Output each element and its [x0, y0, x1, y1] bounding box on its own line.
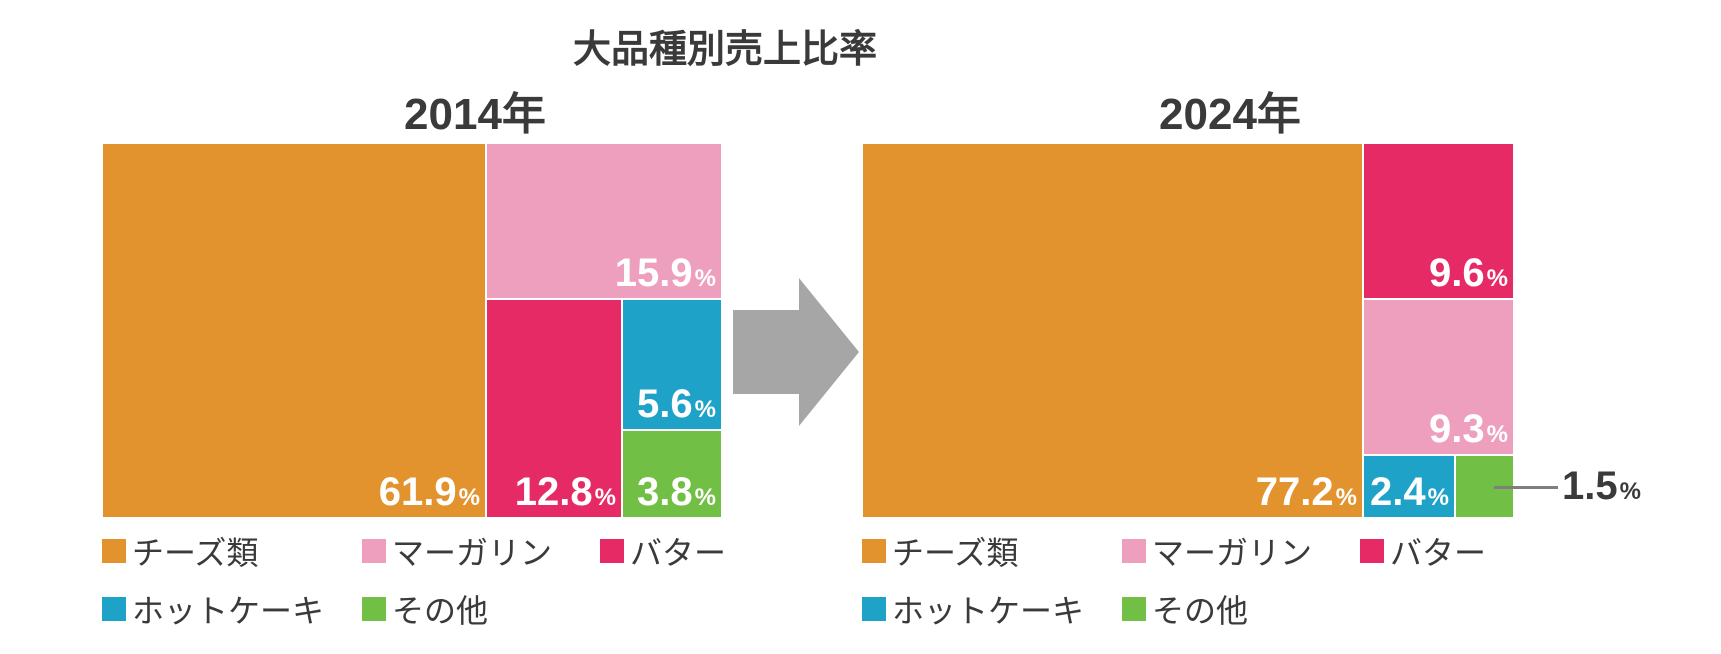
legend-swatch-hotcake: [102, 597, 126, 621]
legend-swatch-other: [1122, 597, 1146, 621]
legend-item-hotcake: ホットケーキ: [862, 586, 1084, 632]
legend-label-cheese: チーズ類: [132, 535, 259, 571]
data-label-other: 3.8%: [637, 470, 716, 514]
treemap-cell-cheese: [862, 143, 1363, 518]
legend-label-butter: バター: [1390, 535, 1487, 571]
legend-label-other: その他: [392, 593, 489, 629]
legend-swatch-cheese: [102, 539, 126, 563]
legend-swatch-hotcake: [862, 597, 886, 621]
legend-label-butter: バター: [630, 535, 727, 571]
data-label-hotcake: 5.6%: [637, 382, 716, 426]
data-label-other: 1.5%: [1562, 464, 1641, 508]
legend-item-other: その他: [362, 586, 488, 632]
data-label-butter: 9.6%: [1429, 251, 1508, 295]
legend-item-hotcake: ホットケーキ: [102, 586, 324, 632]
legend-swatch-margarine: [362, 539, 386, 563]
data-label-hotcake: 2.4%: [1370, 470, 1449, 514]
treemap-cell-other: [622, 430, 722, 518]
data-label-cheese: 61.9%: [378, 470, 480, 514]
legend-label-cheese: チーズ類: [892, 535, 1019, 571]
legend-label-margarine: マーガリン: [1152, 535, 1313, 571]
legend-swatch-margarine: [1122, 539, 1146, 563]
treemap-cell-butter: [486, 299, 622, 518]
legend-label-hotcake: ホットケーキ: [132, 593, 325, 629]
data-label-cheese: 77.2%: [1255, 470, 1357, 514]
year-title-2024: 2024年: [1159, 90, 1301, 139]
legend-item-margarine: マーガリン: [362, 528, 552, 574]
year-title-2014: 2014年: [404, 90, 546, 139]
data-label-margarine: 15.9%: [614, 251, 716, 295]
legend-item-other: その他: [1122, 586, 1248, 632]
legend-item-butter: バター: [1360, 528, 1486, 574]
data-label-butter: 12.8%: [514, 470, 616, 514]
treemap-cell-butter: [1363, 143, 1514, 299]
chart-title: 大品種別売上比率: [572, 29, 877, 71]
legend-item-margarine: マーガリン: [1122, 528, 1312, 574]
treemap-cell-margarine: [486, 143, 722, 299]
arrow-icon: [733, 278, 859, 426]
data-label-margarine: 9.3%: [1429, 407, 1508, 451]
treemap-cell-hotcake: [1363, 455, 1455, 518]
legend-swatch-other: [362, 597, 386, 621]
treemap-cell-hotcake: [622, 299, 722, 430]
legend-swatch-cheese: [862, 539, 886, 563]
legend-item-cheese: チーズ類: [102, 528, 258, 574]
legend-label-hotcake: ホットケーキ: [892, 593, 1085, 629]
legend-swatch-butter: [1360, 539, 1384, 563]
treemap-cell-margarine: [1363, 299, 1514, 455]
legend-swatch-butter: [600, 539, 624, 563]
legend-item-cheese: チーズ類: [862, 528, 1018, 574]
treemap-cell-cheese: [102, 143, 486, 518]
legend-label-margarine: マーガリン: [392, 535, 553, 571]
legend-label-other: その他: [1152, 593, 1249, 629]
leader-line: [1494, 486, 1558, 489]
legend-item-butter: バター: [600, 528, 726, 574]
